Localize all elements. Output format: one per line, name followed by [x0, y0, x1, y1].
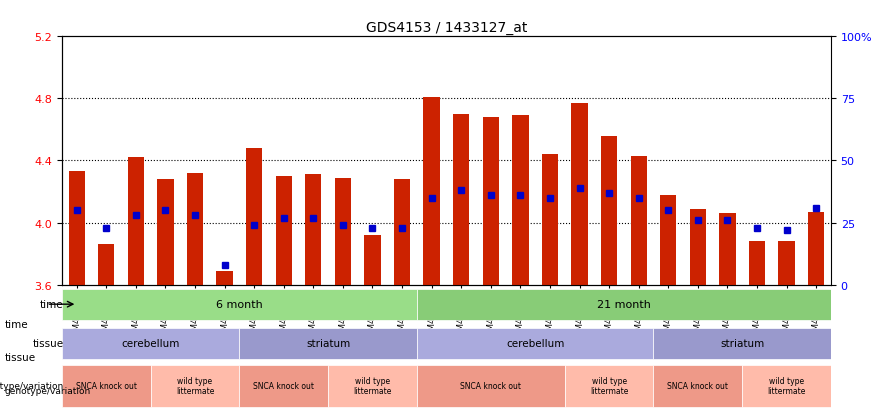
FancyBboxPatch shape: [328, 365, 417, 406]
Bar: [660, 195, 676, 285]
Bar: [217, 271, 232, 285]
Title: GDS4153 / 1433127_at: GDS4153 / 1433127_at: [366, 21, 527, 35]
Text: SNCA knock out: SNCA knock out: [667, 381, 728, 390]
Bar: [601, 136, 617, 285]
Bar: [394, 180, 410, 285]
Text: wild type
littermate: wild type littermate: [590, 376, 629, 396]
Text: SNCA knock out: SNCA knock out: [76, 381, 137, 390]
Bar: [423, 97, 439, 285]
Bar: [512, 116, 529, 285]
Bar: [808, 212, 824, 285]
Bar: [630, 157, 647, 285]
FancyBboxPatch shape: [653, 328, 831, 359]
Text: tissue: tissue: [4, 352, 35, 362]
FancyBboxPatch shape: [417, 289, 831, 320]
Text: striatum: striatum: [306, 338, 350, 349]
Bar: [749, 242, 766, 285]
Bar: [305, 175, 322, 285]
Bar: [276, 177, 292, 285]
FancyBboxPatch shape: [653, 365, 743, 406]
Bar: [690, 209, 706, 285]
FancyBboxPatch shape: [62, 365, 150, 406]
Text: wild type
littermate: wild type littermate: [176, 376, 214, 396]
Bar: [246, 149, 263, 285]
Bar: [187, 173, 203, 285]
Bar: [779, 242, 795, 285]
FancyBboxPatch shape: [240, 328, 417, 359]
Text: genotype/variation: genotype/variation: [4, 386, 91, 395]
Bar: [157, 180, 173, 285]
Bar: [364, 235, 381, 285]
Bar: [127, 158, 144, 285]
FancyBboxPatch shape: [565, 365, 653, 406]
FancyBboxPatch shape: [240, 365, 328, 406]
Bar: [571, 104, 588, 285]
Text: time: time: [40, 299, 64, 309]
Bar: [720, 214, 735, 285]
Bar: [483, 118, 499, 285]
Text: time: time: [4, 319, 28, 329]
FancyBboxPatch shape: [417, 328, 653, 359]
Text: striatum: striatum: [720, 338, 765, 349]
FancyBboxPatch shape: [743, 365, 831, 406]
Text: 6 month: 6 month: [216, 299, 263, 309]
Bar: [453, 114, 469, 285]
Bar: [69, 172, 85, 285]
Text: wild type
littermate: wild type littermate: [767, 376, 806, 396]
FancyBboxPatch shape: [62, 289, 417, 320]
Text: cerebellum: cerebellum: [121, 338, 179, 349]
Text: cerebellum: cerebellum: [506, 338, 564, 349]
Text: SNCA knock out: SNCA knock out: [461, 381, 522, 390]
Text: 21 month: 21 month: [597, 299, 651, 309]
Text: wild type
littermate: wild type littermate: [354, 376, 392, 396]
Text: tissue: tissue: [32, 338, 64, 349]
Text: genotype/variation: genotype/variation: [0, 381, 64, 390]
Bar: [335, 178, 351, 285]
FancyBboxPatch shape: [150, 365, 240, 406]
FancyBboxPatch shape: [417, 365, 565, 406]
Bar: [542, 155, 558, 285]
Bar: [98, 244, 114, 285]
Text: SNCA knock out: SNCA knock out: [253, 381, 314, 390]
FancyBboxPatch shape: [62, 328, 240, 359]
